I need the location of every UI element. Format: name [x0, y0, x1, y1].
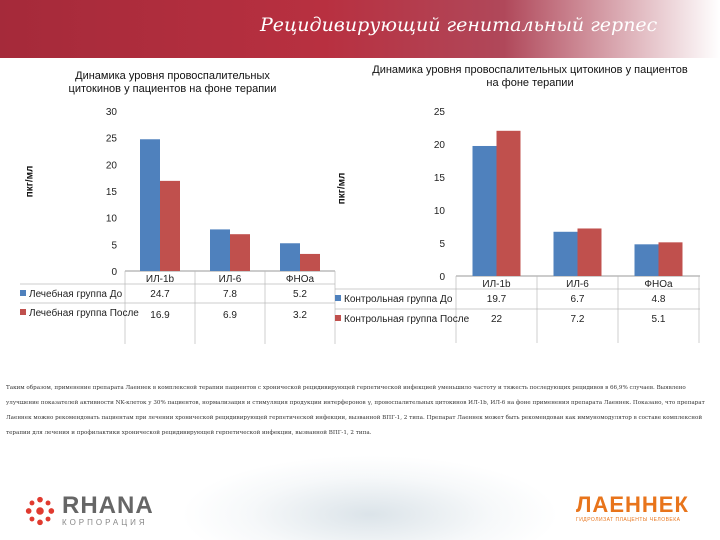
chart1-bar-after	[160, 180, 180, 271]
chart1-bar-after	[230, 234, 250, 271]
chart2-bar-before	[634, 244, 659, 276]
page-title: Рецидивирующий генитальный герпес	[260, 14, 658, 36]
header-banner: Рецидивирующий генитальный герпес	[0, 0, 720, 58]
chart1-data-label: 6.9	[223, 310, 237, 321]
chart1-legend-swatch	[20, 290, 26, 296]
chart1-legend-label: Лечебная группа До	[29, 288, 123, 300]
chart1-ytick-label: 25	[106, 134, 118, 145]
chart2-bar-before	[472, 145, 497, 276]
chart1-ytick-label: 30	[106, 107, 118, 118]
chart1-category-label: ИЛ-1b	[146, 274, 175, 285]
chart2-bar-after	[658, 242, 683, 276]
chart2-ytick-label: 10	[434, 206, 446, 217]
rhana-logo-subtitle: КОРПОРАЦИЯ	[62, 518, 148, 527]
chart2-ytick-label: 0	[439, 272, 445, 283]
chart2-ytick-label: 20	[434, 140, 446, 151]
conclusion-text: Таким образом, применение препарата Лаен…	[6, 385, 705, 436]
chart1-ytick-label: 20	[106, 160, 118, 171]
chart1-bar-before	[140, 139, 160, 271]
chart2-title: Динамика уровня провоспалительных цитоки…	[372, 64, 688, 89]
chart2-bar-after	[577, 228, 602, 276]
laennec-logo: ЛАЕННЕК	[576, 492, 689, 517]
chart2-ytick-label: 15	[434, 173, 446, 184]
chart1-ytick-label: 10	[106, 214, 118, 225]
chart2-legend-swatch	[335, 315, 341, 321]
chart2-category-label: ИЛ-6	[566, 279, 589, 290]
chart1-data-label: 7.8	[223, 289, 237, 300]
chart2-bar-after	[496, 130, 521, 276]
chart2-legend-swatch	[335, 295, 341, 301]
chart1-category-label: ИЛ-6	[219, 274, 242, 285]
chart1-ytick-label: 5	[111, 240, 117, 251]
chart1-title: Динамика уровня провоспалительных цитоки…	[68, 70, 277, 95]
chart1-bar-before	[280, 243, 300, 271]
chart2-data-label: 6.7	[571, 294, 585, 305]
chart1-bar-before	[210, 229, 230, 271]
chart2-ytick-label: 25	[434, 107, 446, 118]
chart1-data-label: 3.2	[293, 310, 307, 321]
chart1-category-label: ФНОa	[286, 274, 315, 285]
chart1-ytick-label: 0	[111, 267, 117, 278]
chart1-data-label: 16.9	[150, 310, 170, 321]
chart1-bar-after	[300, 253, 320, 271]
chart2-data-label: 7.2	[571, 314, 585, 325]
chart2-legend-label: Контрольная группа После	[344, 314, 470, 325]
rhana-logo: RHANA	[62, 492, 154, 519]
chart2-category-label: ИЛ-1b	[482, 279, 511, 290]
chart2-bar-before	[553, 231, 578, 276]
chart1-data-label: 5.2	[293, 289, 307, 300]
chart1-data-label: 24.7	[150, 289, 170, 300]
chart1-legend-swatch	[20, 309, 26, 315]
chart2-data-label: 4.8	[652, 294, 666, 305]
chart2-data-label: 5.1	[652, 314, 666, 325]
chart1-ytick-label: 15	[106, 187, 118, 198]
laennec-logo-subtitle: ГИДРОЛИЗАТ ПЛАЦЕНТЫ ЧЕЛОВЕКА	[576, 517, 681, 523]
water-splash-image	[180, 455, 560, 540]
chart2-data-label: 22	[491, 314, 503, 325]
chart2-category-label: ФНОa	[644, 279, 673, 290]
chart2-data-label: 19.7	[487, 294, 507, 305]
chart2-ytick-label: 5	[439, 239, 445, 250]
chart2-legend-label: Контрольная группа До	[344, 294, 453, 305]
rhana-logo-icon	[25, 496, 55, 526]
chart1-legend-label: Лечебная группа После	[29, 307, 139, 319]
